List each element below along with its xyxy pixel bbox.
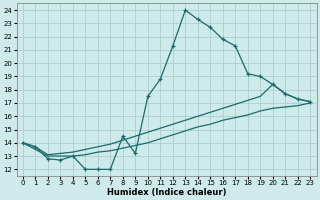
X-axis label: Humidex (Indice chaleur): Humidex (Indice chaleur) xyxy=(107,188,226,197)
